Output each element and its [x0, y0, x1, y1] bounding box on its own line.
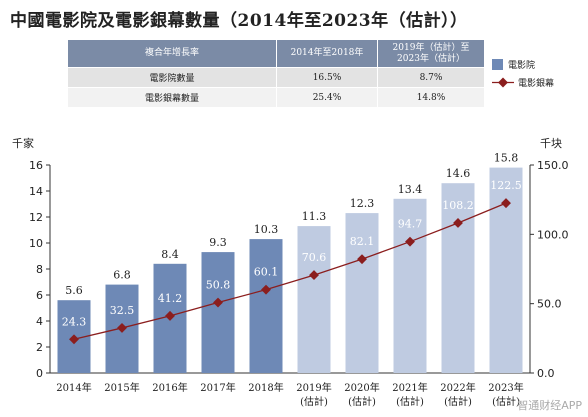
bar-value-label: 10.3 — [254, 223, 279, 236]
line-value-label: 108.2 — [442, 199, 474, 212]
x-axis-tick-sublabel: (估計) — [300, 395, 328, 408]
right-axis-unit: 千块 — [540, 137, 562, 150]
x-axis-tick-sublabel: (估計) — [492, 395, 520, 408]
right-axis-tick-label: 50.0 — [537, 298, 562, 311]
left-axis-tick-label: 12 — [29, 211, 43, 224]
right-axis-tick-label: 0.0 — [537, 367, 555, 380]
cagr-row-label: 電影院數量 — [68, 67, 277, 88]
chart-title: 中國電影院及電影銀幕數量（2014年至2023年（估計）） — [10, 11, 468, 31]
line-marker-screens — [453, 218, 463, 228]
line-value-label: 94.7 — [398, 218, 423, 231]
line-marker-screens — [309, 270, 319, 281]
right-axis-tick-label: 150.0 — [537, 159, 569, 172]
line-value-label: 50.8 — [206, 279, 231, 292]
right-axis-tick-label: 100.0 — [537, 228, 569, 241]
bar-value-label: 11.3 — [302, 210, 327, 223]
left-axis-tick-label: 6 — [36, 289, 43, 302]
bar-cinemas — [393, 198, 427, 373]
legend-item-cinemas: 電影院 — [492, 55, 554, 73]
legend-label-cinemas: 電影院 — [508, 60, 536, 71]
chart-legend: 電影院 電影銀幕 — [492, 55, 554, 91]
x-axis-tick-sublabel: (估計) — [348, 395, 376, 408]
cagr-row-screens: 電影銀幕數量 25.4% 14.8% — [68, 87, 485, 107]
left-axis-tick-label: 16 — [29, 159, 43, 172]
left-axis-tick-label: 10 — [29, 237, 43, 250]
left-axis-unit: 千家 — [12, 136, 34, 150]
left-axis-tick-label: 0 — [36, 367, 43, 380]
cagr-value: 25.4% — [276, 87, 378, 107]
line-value-label: 60.1 — [254, 266, 279, 279]
cagr-row-cinemas: 電影院數量 16.5% 8.7% — [68, 67, 485, 88]
cagr-header-row: 複合年增長率 2014年至2018年 2019年（估計）至2023年（估計） — [68, 40, 485, 68]
legend-swatch-line — [492, 77, 514, 87]
cagr-header-label: 複合年增長率 — [68, 40, 277, 68]
cagr-header-period1: 2014年至2018年 — [276, 40, 378, 68]
bar-value-label: 5.6 — [65, 284, 83, 297]
line-screens — [73, 202, 507, 340]
left-axis-tick-label: 8 — [36, 263, 43, 276]
line-value-label: 32.5 — [110, 304, 135, 317]
bar-value-label: 9.3 — [209, 236, 227, 249]
watermark: 智通财经APP — [517, 399, 582, 412]
bar-cinemas — [201, 252, 235, 373]
x-axis-tick-label: 2019年 — [296, 381, 331, 394]
bar-value-label: 12.3 — [350, 197, 375, 210]
x-axis-tick-label: 2017年 — [200, 381, 235, 394]
line-marker-screens — [405, 236, 415, 247]
x-axis-tick-label: 2016年 — [152, 381, 187, 394]
line-value-label: 24.3 — [62, 315, 87, 328]
x-axis-tick-sublabel: (估計) — [396, 395, 424, 408]
line-marker-screens — [261, 284, 271, 295]
left-axis-tick-label: 4 — [36, 315, 43, 328]
line-value-label: 82.1 — [350, 235, 375, 248]
cagr-table: 複合年增長率 2014年至2018年 2019年（估計）至2023年（估計） 電… — [68, 40, 485, 107]
left-axis-tick-label: 2 — [36, 341, 43, 354]
cagr-value: 8.7% — [377, 67, 485, 88]
bar-cinemas — [297, 226, 331, 373]
bar-cinemas — [345, 213, 379, 373]
line-value-label: 41.2 — [158, 292, 183, 305]
legend-item-screens: 電影銀幕 — [492, 73, 554, 91]
x-axis-tick-label: 2014年 — [56, 381, 91, 394]
x-axis-tick-label: 2022年 — [440, 381, 475, 394]
legend-label-screens: 電影銀幕 — [518, 78, 555, 89]
cagr-value: 16.5% — [276, 67, 378, 88]
bar-value-label: 6.8 — [113, 269, 131, 282]
line-value-label: 70.6 — [302, 251, 327, 264]
cagr-row-label: 電影銀幕數量 — [68, 87, 277, 107]
legend-swatch-bar — [492, 58, 503, 70]
bar-value-label: 14.6 — [446, 167, 471, 180]
left-axis-tick-label: 14 — [29, 185, 43, 198]
bar-cinemas — [249, 239, 283, 373]
cagr-value: 14.8% — [377, 87, 485, 107]
line-value-label: 122.5 — [490, 179, 522, 192]
bar-value-label: 8.4 — [161, 248, 179, 261]
x-axis-tick-label: 2020年 — [344, 381, 379, 394]
x-axis-tick-label: 2018年 — [248, 381, 283, 394]
line-marker-screens — [165, 310, 175, 321]
line-marker-screens — [501, 198, 511, 209]
line-marker-screens — [213, 297, 223, 308]
x-axis-tick-sublabel: (估計) — [444, 395, 472, 408]
cagr-header-period2: 2019年（估計）至2023年（估計） — [377, 40, 485, 68]
x-axis-tick-label: 2023年 — [488, 381, 523, 394]
x-axis-tick-label: 2021年 — [392, 381, 427, 394]
bar-value-label: 13.4 — [398, 183, 423, 196]
bar-cinemas — [441, 183, 475, 373]
bar-value-label: 15.8 — [494, 152, 519, 165]
x-axis-tick-label: 2015年 — [104, 381, 139, 394]
